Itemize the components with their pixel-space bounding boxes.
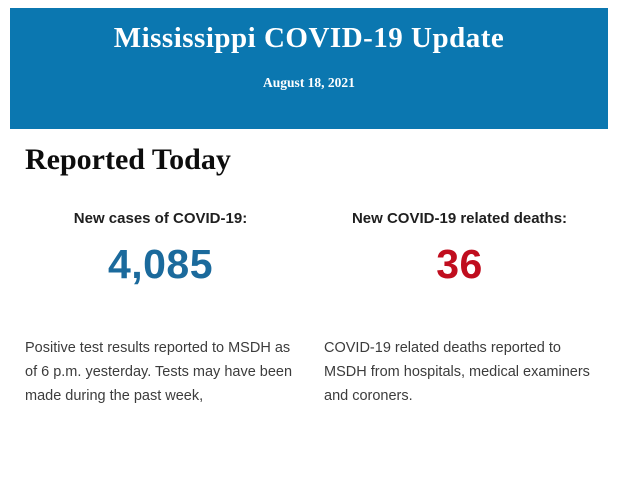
report-date: August 18, 2021 — [263, 74, 355, 90]
new-deaths-value: 36 — [436, 240, 483, 287]
stat-new-deaths: New COVID-19 related deaths: 36 COVID-19… — [324, 210, 595, 408]
new-deaths-label: New COVID-19 related deaths: — [351, 209, 568, 227]
stats-grid: New cases of COVID-19: 4,085 Positive te… — [25, 210, 595, 408]
new-cases-label: New cases of COVID-19: — [73, 209, 248, 227]
section-heading: Reported Today — [25, 143, 231, 176]
page-title: Mississippi COVID-19 Update — [113, 22, 505, 54]
new-cases-value: 4,085 — [107, 240, 214, 287]
new-deaths-description: COVID-19 related deaths reported to MSDH… — [324, 339, 590, 404]
report-content: Reported Today New cases of COVID-19: 4,… — [0, 141, 620, 408]
stat-new-cases: New cases of COVID-19: 4,085 Positive te… — [25, 210, 296, 408]
new-cases-description: Positive test results reported to MSDH a… — [25, 339, 293, 404]
header-banner: Mississippi COVID-19 Update August 18, 2… — [10, 8, 608, 129]
